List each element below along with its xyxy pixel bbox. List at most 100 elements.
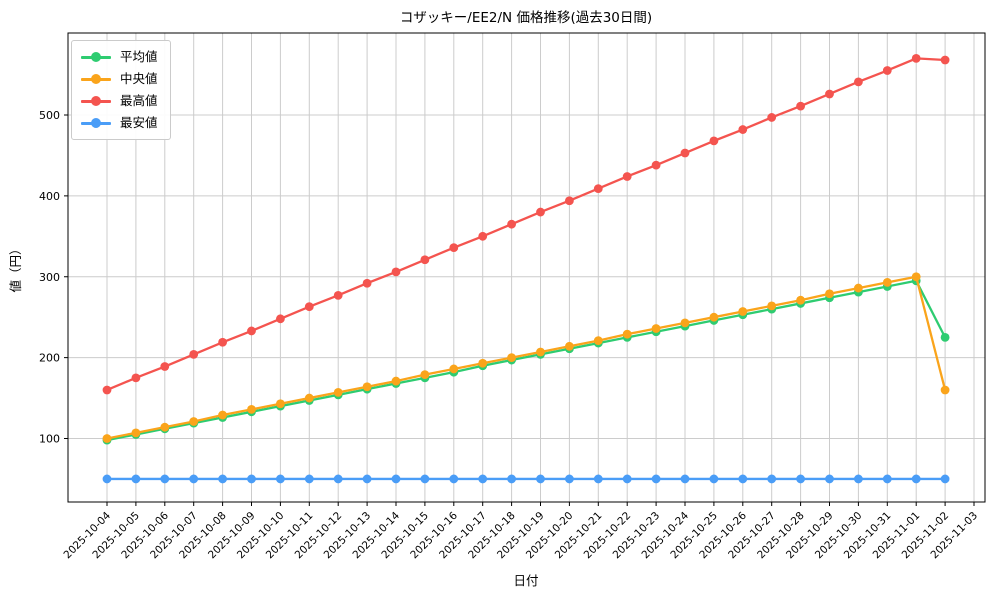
- plot-border: [67, 32, 986, 503]
- data-point-min: [536, 474, 545, 484]
- legend-swatch-min: [81, 118, 111, 128]
- legend-item-min: 最安値: [81, 114, 158, 132]
- data-point-median: [333, 388, 343, 397]
- data-point-median: [738, 307, 748, 316]
- x-tick-labels: 2025-10-042025-10-052025-10-062025-10-07…: [61, 509, 980, 561]
- data-point-max: [160, 362, 170, 371]
- series-line-mean: [105, 279, 947, 442]
- data-point-median: [622, 329, 632, 339]
- data-point-median: [825, 289, 834, 299]
- x-axis-label: 日付: [513, 573, 538, 588]
- series-lines: [102, 53, 950, 484]
- data-point-max: [940, 55, 950, 65]
- legend-swatch-max: [81, 96, 111, 106]
- data-point-median: [882, 278, 892, 287]
- data-point-min: [276, 474, 285, 484]
- data-point-median: [160, 422, 170, 432]
- data-point-max: [680, 148, 690, 158]
- data-point-min: [391, 474, 401, 484]
- y-tick-label: 300: [39, 271, 60, 284]
- data-point-min: [449, 474, 459, 484]
- data-point-median: [507, 353, 516, 363]
- data-point-min: [854, 474, 863, 484]
- data-point-median: [102, 434, 112, 443]
- data-point-max: [391, 267, 401, 277]
- legend-label-mean: 平均値: [120, 48, 158, 64]
- data-point-max: [507, 219, 516, 229]
- data-point-median: [131, 428, 141, 438]
- data-point-min: [767, 474, 777, 484]
- data-point-min: [940, 474, 950, 484]
- data-point-max: [276, 314, 285, 324]
- data-point-median: [767, 301, 777, 311]
- data-point-max: [536, 207, 545, 217]
- data-point-max: [767, 113, 777, 122]
- data-point-max: [102, 385, 112, 395]
- data-point-min: [478, 474, 488, 484]
- y-tick-label: 100: [39, 433, 60, 446]
- data-point-median: [189, 417, 199, 426]
- data-point-min: [507, 474, 516, 484]
- y-tick-label: 400: [39, 190, 60, 203]
- data-point-min: [362, 474, 372, 484]
- data-point-median: [940, 385, 950, 395]
- y-tick-labels: 100 200 300 400 500: [39, 109, 60, 446]
- data-point-max: [304, 302, 314, 312]
- legend: 平均値 中央値 最高値 最安値: [71, 40, 171, 140]
- y-tick-label: 200: [39, 352, 60, 365]
- legend-swatch-median: [81, 74, 111, 84]
- data-point-median: [304, 393, 314, 403]
- data-point-min: [160, 474, 170, 484]
- data-point-median: [449, 364, 459, 374]
- data-point-median: [651, 324, 661, 333]
- data-point-max: [189, 349, 199, 359]
- data-point-min: [796, 474, 805, 484]
- data-point-median: [276, 399, 285, 409]
- legend-swatch-mean: [81, 52, 111, 62]
- data-point-max: [420, 255, 430, 265]
- data-point-max: [854, 77, 863, 87]
- axis-ticks: [64, 114, 975, 506]
- data-point-max: [247, 326, 256, 336]
- legend-item-mean: 平均値: [81, 48, 158, 66]
- data-point-min: [738, 474, 748, 484]
- data-point-median: [391, 376, 401, 386]
- legend-label-median: 中央値: [120, 70, 158, 86]
- data-point-max: [333, 290, 343, 300]
- data-point-max: [362, 278, 372, 288]
- data-point-median: [680, 318, 690, 328]
- data-point-max: [131, 373, 141, 383]
- data-point-mean: [940, 333, 950, 342]
- data-point-max: [825, 89, 834, 99]
- data-point-median: [911, 272, 921, 282]
- data-point-min: [651, 474, 661, 484]
- legend-label-max: 最高値: [120, 92, 158, 108]
- data-point-median: [796, 295, 805, 305]
- legend-item-max: 最高値: [81, 92, 158, 110]
- data-point-min: [333, 474, 343, 484]
- data-point-median: [709, 312, 719, 322]
- data-point-min: [247, 474, 256, 484]
- data-point-min: [131, 474, 141, 484]
- data-point-min: [189, 474, 199, 484]
- data-point-max: [218, 337, 228, 347]
- data-point-min: [680, 474, 690, 484]
- data-point-median: [362, 382, 372, 392]
- data-point-median: [218, 410, 228, 420]
- series-line-median: [105, 275, 947, 440]
- data-point-max: [738, 125, 748, 134]
- data-point-median: [536, 347, 545, 357]
- grid-lines: [68, 33, 985, 502]
- legend-item-median: 中央値: [81, 70, 158, 88]
- data-point-min: [622, 474, 632, 484]
- data-point-median: [247, 404, 256, 414]
- chart-title: コザッキー/EE2/N 価格推移(過去30日間): [400, 10, 652, 26]
- data-point-max: [911, 53, 921, 63]
- data-point-min: [911, 474, 921, 484]
- data-point-max: [622, 172, 632, 181]
- data-point-median: [593, 336, 603, 346]
- data-point-min: [593, 474, 603, 484]
- data-point-max: [796, 101, 805, 111]
